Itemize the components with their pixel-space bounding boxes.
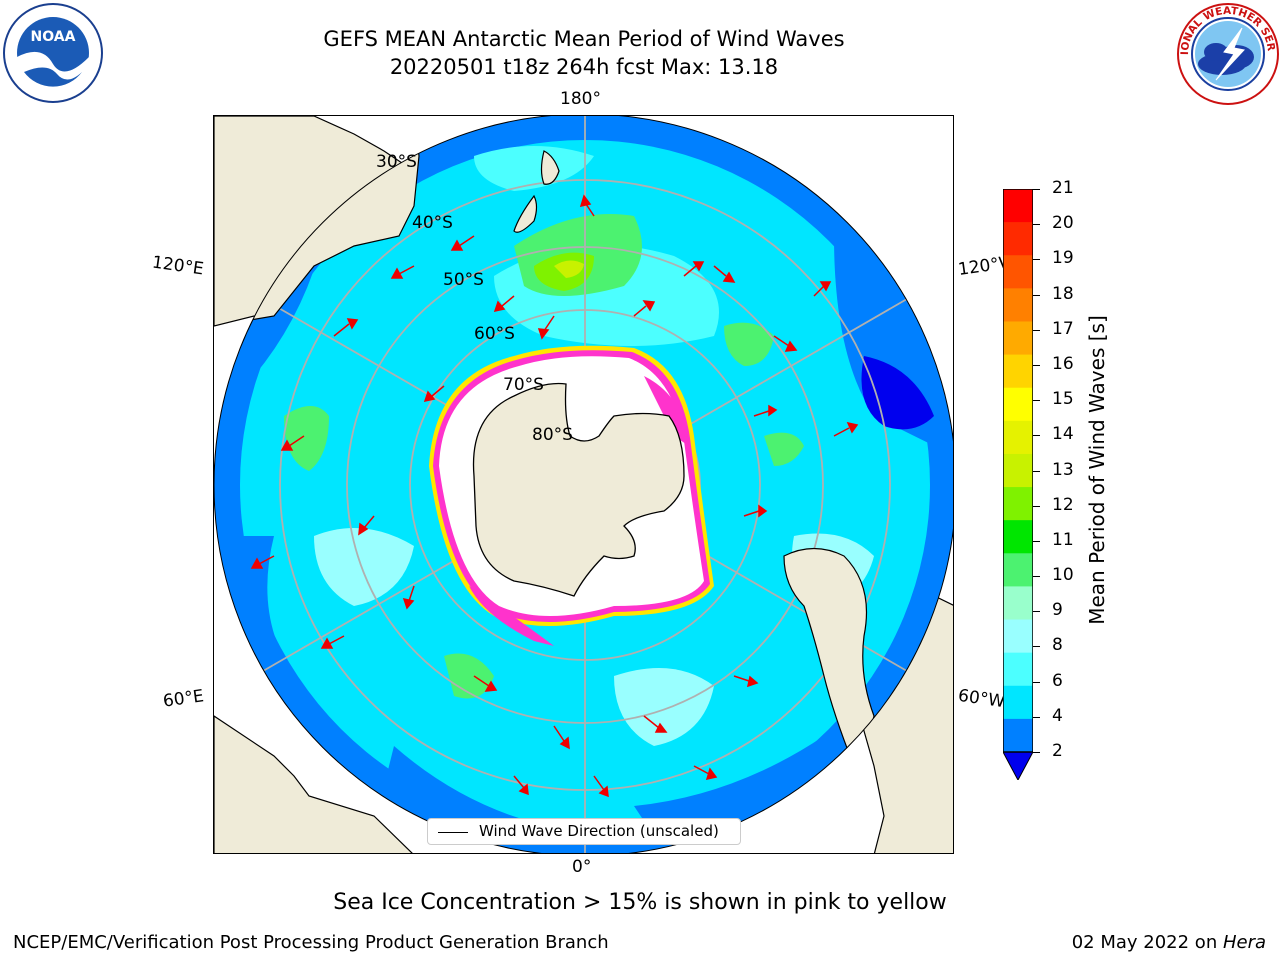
colorbar-tick-label: 19 (1052, 248, 1074, 269)
colorbar-tick-mark (1033, 611, 1040, 613)
colorbar-tick-mark (1033, 364, 1040, 366)
colorbar-tick-mark (1033, 470, 1040, 472)
colorbar-tick-label: 21 (1052, 178, 1074, 198)
colorbar-band (1003, 354, 1033, 389)
new-zealand (513, 150, 560, 233)
lat-label-30s: 30°S (376, 152, 417, 172)
colorbar-band (1003, 288, 1033, 322)
colorbar-band (1003, 453, 1033, 488)
wind-wave-arrows (250, 194, 859, 798)
colorbar-tick-label: 14 (1052, 424, 1074, 445)
colorbar-tick-mark (1033, 400, 1040, 402)
colorbar-tick-mark (1033, 716, 1040, 718)
colorbar-band (1003, 420, 1033, 455)
colorbar-label: Mean Period of Wind Waves [s] (1085, 315, 1109, 625)
colorbar-tick-mark (1033, 576, 1040, 578)
nws-logo: NATIONAL WEATHER SERVICE (1176, 2, 1279, 105)
colorbar-tick-label: 20 (1052, 213, 1074, 234)
colorbar-tick-label: 17 (1052, 318, 1074, 339)
noaa-logo: NOAA (3, 3, 103, 103)
colorbar-band (1003, 586, 1033, 621)
colorbar-tick-label: 2 (1052, 741, 1063, 761)
lat-label-80s: 80°S (532, 425, 573, 445)
noaa-logo-text: NOAA (31, 29, 76, 45)
colorbar-band (1003, 321, 1033, 356)
colorbar-band (1003, 619, 1033, 654)
legend-label: Wind Wave Direction (unscaled) (479, 822, 719, 840)
colorbar-tick-label: 16 (1052, 353, 1074, 374)
sea-ice-note: Sea Ice Concentration > 15% is shown in … (333, 890, 947, 915)
colorbar-tick-mark (1033, 294, 1040, 296)
colorbar-band (1003, 487, 1033, 521)
lon-label-60w: 60°W (956, 685, 1007, 713)
colorbar-band (1003, 255, 1033, 289)
map-canvas (214, 116, 953, 853)
chart-title: GEFS MEAN Antarctic Mean Period of Wind … (323, 27, 845, 51)
lat-label-60s: 60°S (474, 324, 515, 344)
colorbar-tick-mark (1033, 224, 1040, 226)
polar-map (213, 115, 954, 854)
colorbar-tick-label: 18 (1052, 283, 1074, 304)
lon-label-0: 0° (572, 857, 592, 877)
footer-date-text: 02 May 2022 on (1071, 932, 1223, 953)
colorbar-band (1003, 387, 1033, 422)
colorbar-band (1003, 718, 1033, 753)
footer-credit: NCEP/EMC/Verification Post Processing Pr… (13, 932, 609, 953)
colorbar-tick-mark (1033, 540, 1040, 542)
colorbar-tick-mark (1033, 681, 1040, 683)
colorbar-tick-label: 13 (1052, 459, 1074, 480)
footer-date: 02 May 2022 on Hera (1072, 932, 1266, 953)
map-legend: Wind Wave Direction (unscaled) (427, 818, 741, 845)
lon-label-120e: 120°E (150, 252, 205, 280)
colorbar-tick-label: 15 (1052, 389, 1074, 410)
colorbar-tick-label: 8 (1052, 635, 1063, 656)
lon-label-60e: 60°E (161, 686, 206, 712)
legend-line-swatch (438, 832, 468, 833)
colorbar-tick-label: 12 (1052, 494, 1074, 515)
colorbar-band (1003, 553, 1033, 587)
footer-host: Hera (1222, 932, 1266, 953)
colorbar-tick-label: 6 (1052, 670, 1063, 691)
antarctica (472, 382, 685, 597)
colorbar-tick-label: 11 (1052, 529, 1074, 550)
lon-label-180: 180° (560, 89, 601, 109)
chart-subtitle: 20220501 t18z 264h fcst Max: 13.18 (389, 55, 779, 79)
colorbar-tick-label: 10 (1052, 565, 1074, 586)
lat-label-70s: 70°S (503, 375, 544, 395)
colorbar-tick-mark (1033, 329, 1040, 331)
lat-label-40s: 40°S (412, 213, 453, 233)
colorbar-tick-mark (1033, 646, 1040, 648)
colorbar-band (1003, 652, 1033, 687)
colorbar-band (1003, 189, 1033, 223)
colorbar-tick-label: 9 (1052, 600, 1063, 621)
colorbar-tick-mark (1033, 505, 1040, 507)
colorbar-tick-mark (1033, 435, 1040, 437)
colorbar-tick-label: 4 (1052, 705, 1063, 726)
colorbar-tick-mark (1033, 752, 1040, 753)
colorbar-band (1003, 520, 1033, 554)
colorbar-tick-mark (1033, 259, 1040, 261)
colorbar-band (1003, 222, 1033, 256)
colorbar-extend (1003, 751, 1033, 780)
colorbar-tick-mark (1033, 189, 1040, 190)
colorbar-band (1003, 685, 1033, 720)
lat-label-50s: 50°S (443, 270, 484, 290)
colorbar (1003, 189, 1033, 780)
